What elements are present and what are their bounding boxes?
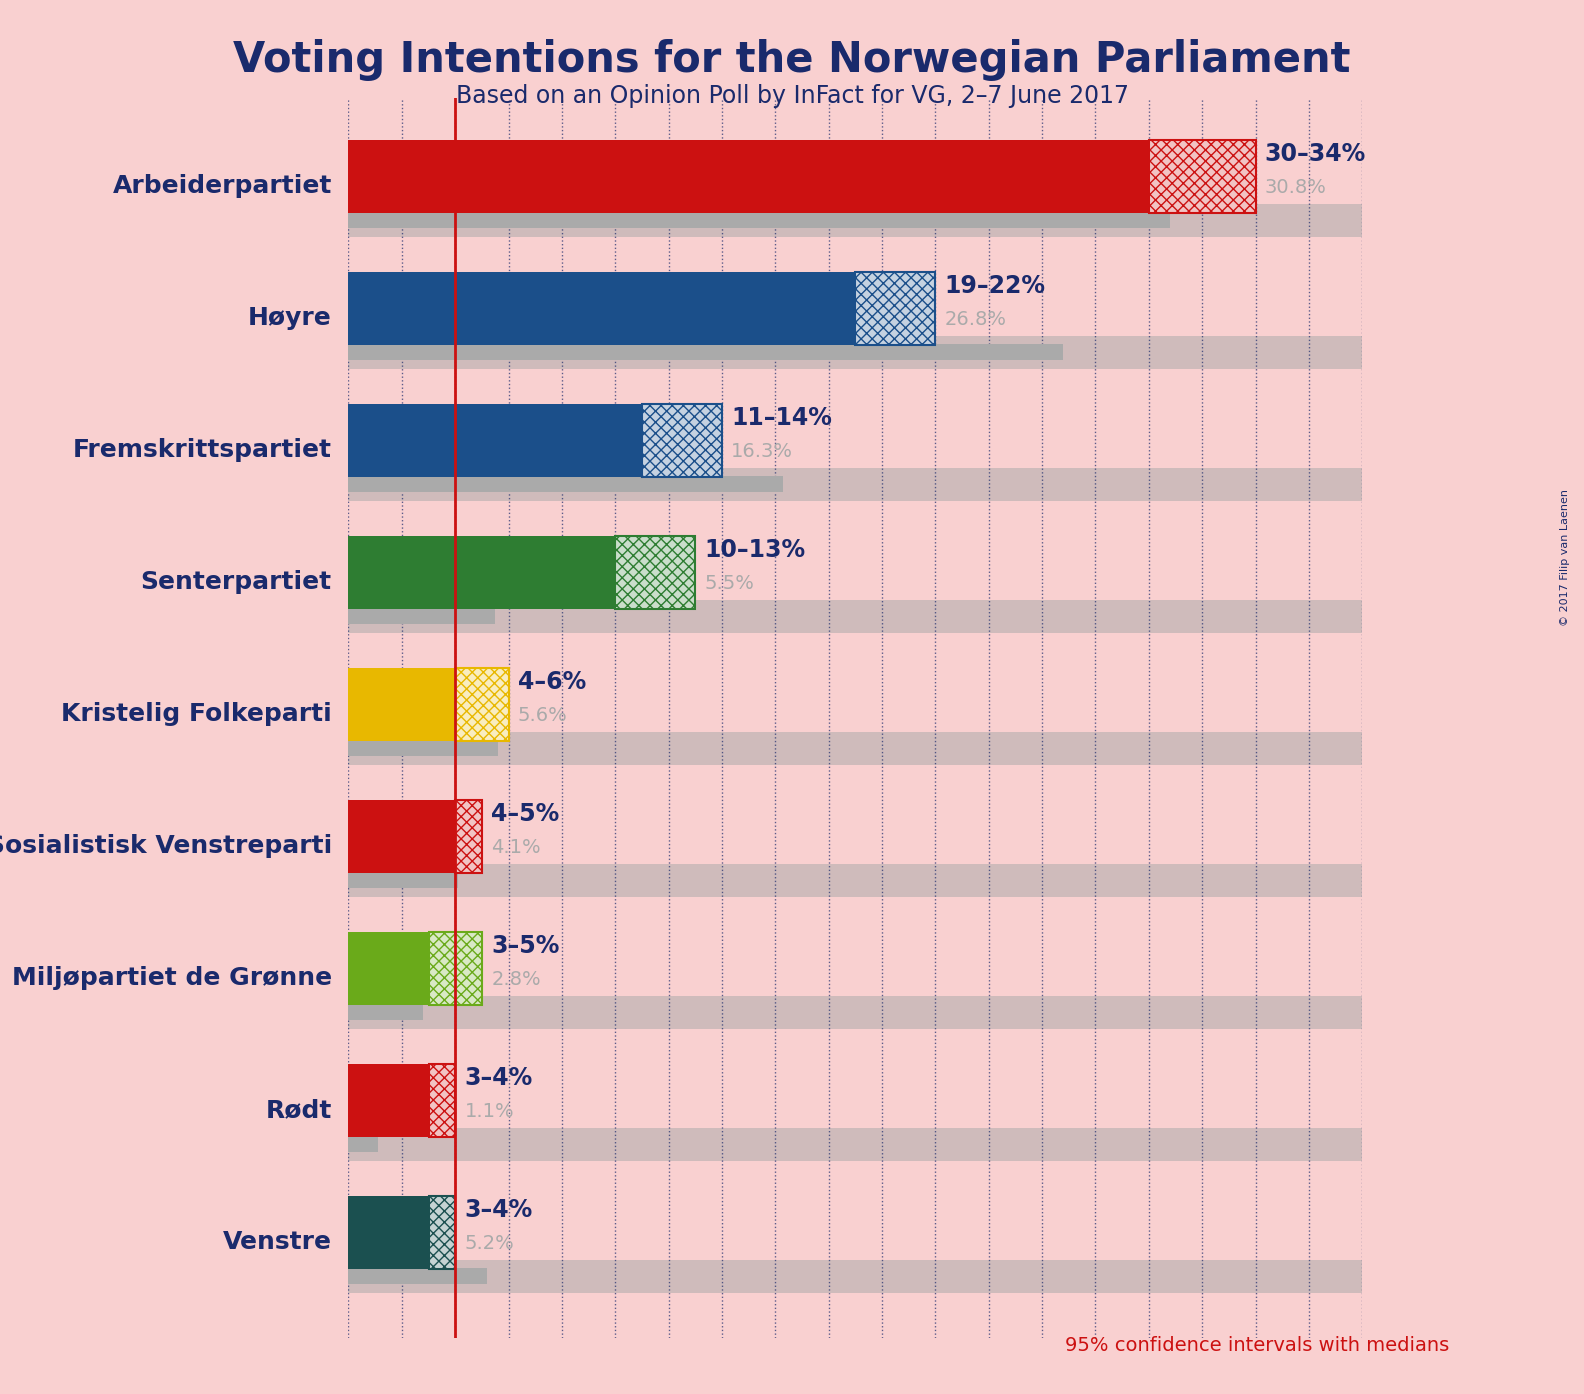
Bar xyxy=(348,864,1362,896)
Bar xyxy=(429,1065,455,1138)
Bar xyxy=(348,1004,423,1020)
Text: 3–5%: 3–5% xyxy=(491,934,559,958)
Text: 19–22%: 19–22% xyxy=(944,275,1045,298)
Text: 10–13%: 10–13% xyxy=(705,538,806,562)
Bar xyxy=(642,404,722,477)
Bar xyxy=(455,800,482,873)
Bar xyxy=(429,1065,455,1138)
Text: 30–34%: 30–34% xyxy=(1266,142,1365,166)
Bar xyxy=(348,477,784,492)
Bar xyxy=(348,1136,379,1151)
Bar xyxy=(455,668,508,742)
Bar xyxy=(348,1269,488,1284)
Bar xyxy=(1148,141,1256,213)
Text: 4–6%: 4–6% xyxy=(518,671,586,694)
Text: 4.1%: 4.1% xyxy=(491,838,540,857)
Bar xyxy=(348,1128,1362,1161)
Text: 95% confidence intervals with medians: 95% confidence intervals with medians xyxy=(1064,1335,1449,1355)
Text: 1.1%: 1.1% xyxy=(464,1101,515,1121)
Bar xyxy=(615,537,695,609)
Bar xyxy=(348,1260,1362,1292)
Bar xyxy=(348,336,1362,369)
Bar xyxy=(348,732,1362,765)
Text: 3–4%: 3–4% xyxy=(464,1199,532,1223)
Bar xyxy=(348,608,496,625)
Text: 2.8%: 2.8% xyxy=(491,970,540,988)
Text: 30.8%: 30.8% xyxy=(1266,178,1327,197)
Bar xyxy=(348,933,429,1005)
Bar xyxy=(455,800,482,873)
Bar xyxy=(429,1196,455,1269)
Bar xyxy=(348,404,642,477)
Bar xyxy=(348,537,615,609)
Text: © 2017 Filip van Laenen: © 2017 Filip van Laenen xyxy=(1560,489,1570,626)
Bar xyxy=(348,668,455,742)
Text: 3–4%: 3–4% xyxy=(464,1066,532,1090)
Text: Based on an Opinion Poll by InFact for VG, 2–7 June 2017: Based on an Opinion Poll by InFact for V… xyxy=(456,84,1128,107)
Bar xyxy=(348,740,497,756)
Bar xyxy=(348,468,1362,500)
Text: 5.6%: 5.6% xyxy=(518,705,567,725)
Text: 5.5%: 5.5% xyxy=(705,574,754,592)
Text: 11–14%: 11–14% xyxy=(732,406,832,431)
Bar xyxy=(348,272,855,346)
Bar xyxy=(429,933,482,1005)
Bar xyxy=(455,668,508,742)
Text: 26.8%: 26.8% xyxy=(944,309,1007,329)
Bar xyxy=(348,800,455,873)
Bar xyxy=(348,599,1362,633)
Bar xyxy=(348,995,1362,1029)
Bar xyxy=(348,212,1171,229)
Bar xyxy=(642,404,722,477)
Bar xyxy=(348,1196,429,1269)
Bar xyxy=(348,141,1148,213)
Bar xyxy=(429,1196,455,1269)
Bar xyxy=(348,344,1063,360)
Bar xyxy=(855,272,936,346)
Text: Voting Intentions for the Norwegian Parliament: Voting Intentions for the Norwegian Parl… xyxy=(233,39,1351,81)
Text: 16.3%: 16.3% xyxy=(732,442,794,461)
Bar xyxy=(348,1065,429,1138)
Bar xyxy=(429,933,482,1005)
Text: 5.2%: 5.2% xyxy=(464,1234,515,1253)
Bar xyxy=(855,272,936,346)
Bar xyxy=(1148,141,1256,213)
Bar xyxy=(348,873,458,888)
Text: 4–5%: 4–5% xyxy=(491,803,559,827)
Bar xyxy=(615,537,695,609)
Bar xyxy=(348,204,1362,237)
